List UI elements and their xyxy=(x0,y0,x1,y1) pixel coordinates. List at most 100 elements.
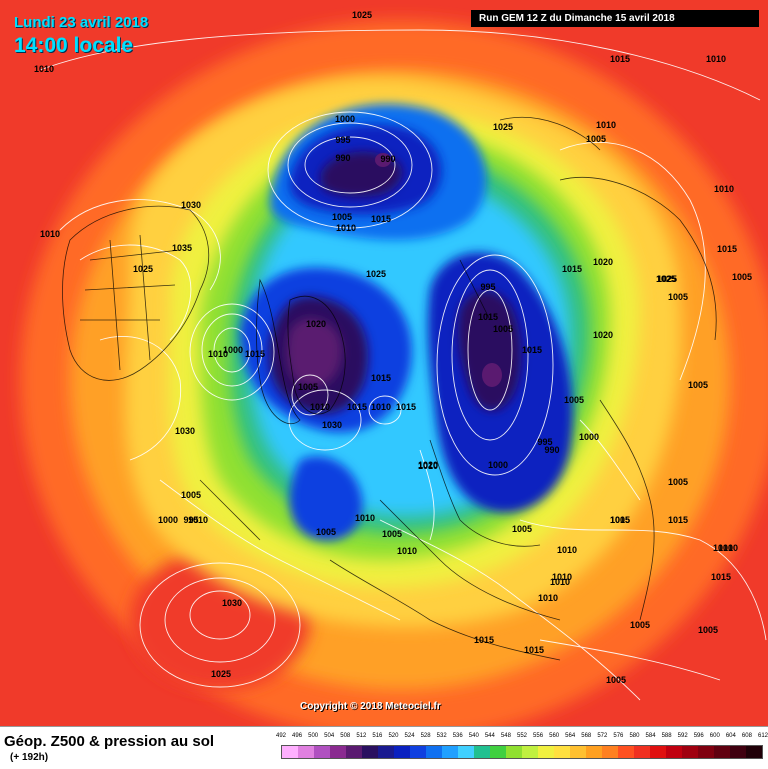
legend-value: 496 xyxy=(292,733,303,739)
legend-value: 512 xyxy=(356,733,367,739)
pressure-label: 1025 xyxy=(211,669,231,679)
pressure-label: 1020 xyxy=(593,257,613,267)
pressure-label: 1015 xyxy=(245,349,265,359)
pressure-label: 1015 xyxy=(474,635,494,645)
legend-swatch xyxy=(394,746,410,758)
pressure-label: 995 xyxy=(480,282,495,292)
pressure-label: 1000 xyxy=(579,432,599,442)
legend-value: 548 xyxy=(500,733,511,739)
legend-value: 584 xyxy=(645,733,656,739)
legend-swatch xyxy=(458,746,474,758)
pressure-label: 1010 xyxy=(40,229,60,239)
pressure-label: 1010 xyxy=(310,402,330,412)
pressure-label: 1000 xyxy=(488,460,508,470)
pressure-label: 1005 xyxy=(298,382,318,392)
legend-value: 544 xyxy=(484,733,495,739)
pressure-label: 1020 xyxy=(593,330,613,340)
legend-swatch xyxy=(314,746,330,758)
legend-swatch xyxy=(506,746,522,758)
pressure-label: 1010 xyxy=(596,120,616,130)
legend-swatch xyxy=(570,746,586,758)
copyright: Copyright © 2018 Meteociel.fr xyxy=(300,701,441,712)
legend-swatch xyxy=(554,746,570,758)
legend-swatch xyxy=(298,746,314,758)
pressure-label: 1020 xyxy=(306,319,326,329)
pressure-label: 1010 xyxy=(550,577,570,587)
weather-map: 1025 1010 1015 1010 1000 995 990 990 1025 1010 100… xyxy=(0,0,768,726)
legend-value: 504 xyxy=(324,733,335,739)
pressure-label: 995 xyxy=(335,135,350,145)
legend-value: 516 xyxy=(372,733,383,739)
pressure-label: 1015 xyxy=(371,214,391,224)
pressure-label: 1015 xyxy=(524,645,544,655)
legend-bar xyxy=(281,745,763,759)
pressure-label: 1030 xyxy=(322,420,342,430)
legend-value: 500 xyxy=(308,733,319,739)
pressure-label: 1015 xyxy=(610,515,630,525)
pressure-label: 1005 xyxy=(630,620,650,630)
legend-swatch xyxy=(282,746,298,758)
legend-value: 524 xyxy=(404,733,415,739)
pressure-label: 1000 xyxy=(335,114,355,124)
pressure-label: 1010 xyxy=(371,402,391,412)
legend-value: 592 xyxy=(677,733,688,739)
legend-value: 556 xyxy=(533,733,544,739)
pressure-label: 1030 xyxy=(181,200,201,210)
pressure-label: 1025 xyxy=(352,10,372,20)
legend-swatch xyxy=(426,746,442,758)
pressure-label: 1010 xyxy=(418,461,438,471)
pressure-label: 1010 xyxy=(538,593,558,603)
legend-labels: 492 496 500 504 508 512 516 520 524 528 532 536 540 5… xyxy=(276,733,768,745)
pressure-label: 1005 xyxy=(181,490,201,500)
pressure-label: 1020 xyxy=(418,460,438,470)
pressure-label: 1015 xyxy=(668,515,688,525)
forecast-time: 14:00 locale xyxy=(14,34,134,57)
legend-value: 560 xyxy=(549,733,560,739)
pressure-label: 1005 xyxy=(586,134,606,144)
legend-value: 568 xyxy=(581,733,592,739)
forecast-date: Lundi 23 avril 2018 xyxy=(14,14,149,31)
legend-swatch xyxy=(474,746,490,758)
pressure-label: 1010 xyxy=(713,543,733,553)
pressure-label: 1005 xyxy=(382,529,402,539)
pressure-label: 1015 xyxy=(522,345,542,355)
pressure-label: 1005 xyxy=(668,477,688,487)
geopotential-field xyxy=(20,20,768,726)
legend-swatch xyxy=(682,746,698,758)
pressure-label: 1015 xyxy=(371,373,391,383)
pressure-label: 1010 xyxy=(557,545,577,555)
legend-swatch xyxy=(378,746,394,758)
pressure-label: 1010 xyxy=(714,184,734,194)
pressure-label: 1005 xyxy=(688,380,708,390)
pressure-label: 1015 xyxy=(717,244,737,254)
pressure-label: 990 xyxy=(335,153,350,163)
chart-title: Géop. Z500 & pression au sol xyxy=(4,733,215,750)
pressure-label: 1030 xyxy=(175,426,195,436)
pressure-label: 1010 xyxy=(397,546,417,556)
pressure-label: 1015 xyxy=(562,264,582,274)
legend-value: 612 xyxy=(757,733,768,739)
legend-value: 608 xyxy=(741,733,752,739)
legend-value: 520 xyxy=(388,733,399,739)
legend-value: 528 xyxy=(420,733,431,739)
legend-value: 552 xyxy=(516,733,527,739)
pressure-label: 1005 xyxy=(512,524,532,534)
legend-value: 600 xyxy=(709,733,720,739)
legend-swatch xyxy=(698,746,714,758)
pressure-label: 1005 xyxy=(668,292,688,302)
pressure-label: 1035 xyxy=(172,243,192,253)
legend-swatch xyxy=(346,746,362,758)
legend-swatch xyxy=(330,746,346,758)
pressure-label: 995 xyxy=(183,515,198,525)
footer: Géop. Z500 & pression au sol (+ 192h) 49… xyxy=(0,726,768,769)
legend-swatch xyxy=(666,746,682,758)
pressure-label: 1005 xyxy=(732,272,752,282)
pressure-label: 1005 xyxy=(698,625,718,635)
pressure-label: 1025 xyxy=(657,274,677,284)
pressure-label: 1010 xyxy=(706,54,726,64)
legend-swatch xyxy=(490,746,506,758)
legend-swatch xyxy=(586,746,602,758)
pressure-label: 990 xyxy=(544,445,559,455)
pressure-label: 1010 xyxy=(208,349,228,359)
legend-value: 576 xyxy=(613,733,624,739)
